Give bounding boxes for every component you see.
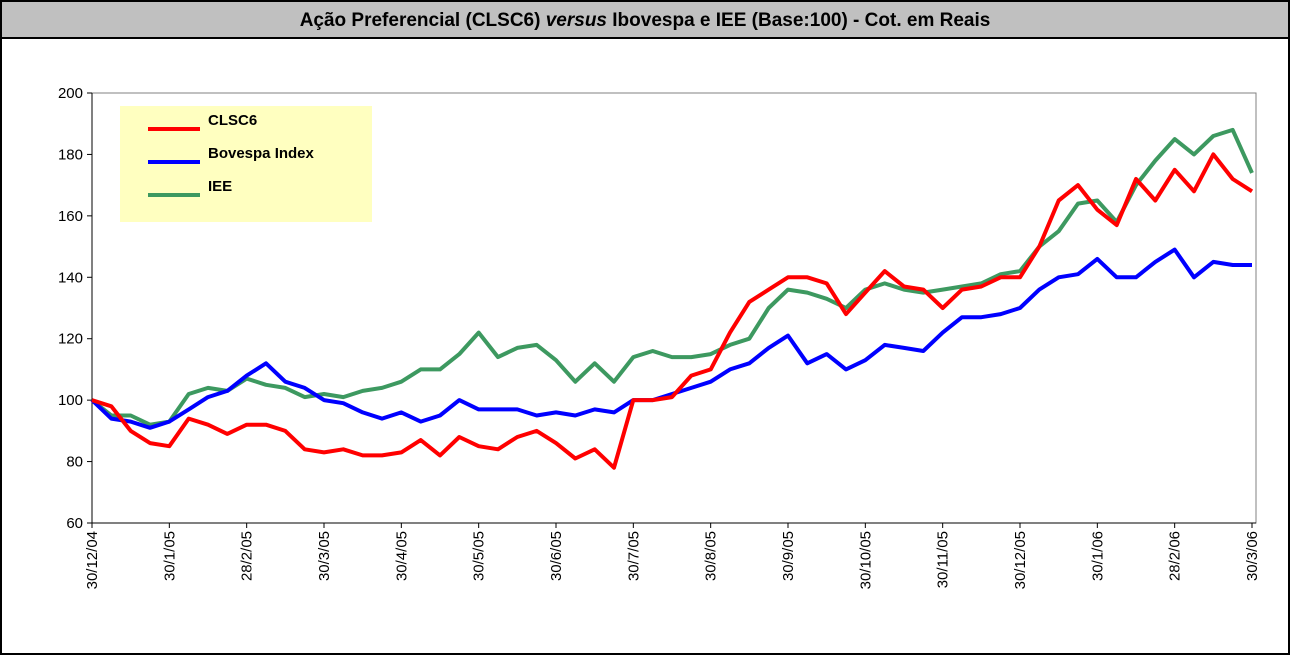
title-part: versus: [546, 10, 607, 31]
title-part: Ação Preferencial (CLSC6): [300, 10, 546, 31]
x-tick-label: 30/9/05: [780, 531, 797, 581]
x-tick-label: 30/3/05: [316, 531, 333, 581]
x-tick-label: 28/2/06: [1167, 531, 1184, 581]
x-tick-label: 30/1/05: [161, 531, 178, 581]
y-tick-label: 60: [66, 515, 83, 532]
x-tick-label: 30/6/05: [548, 531, 565, 581]
y-tick-label: 180: [58, 146, 83, 163]
x-tick-label: 30/3/06: [1244, 531, 1261, 581]
legend-label: Bovespa Index: [208, 145, 315, 162]
title-part: Ibovespa e IEE (Base:100) - Cot. em Reai…: [607, 10, 990, 31]
x-tick-label: 30/7/05: [625, 531, 642, 581]
y-tick-label: 160: [58, 208, 83, 225]
y-tick-label: 200: [58, 85, 83, 102]
x-tick-label: 30/4/05: [393, 531, 410, 581]
legend-label: IEE: [208, 178, 232, 195]
y-tick-label: 100: [58, 392, 83, 409]
y-tick-label: 140: [58, 269, 83, 286]
series-line: [91, 152, 1254, 470]
x-tick-label: 30/10/05: [857, 531, 874, 589]
x-tick-label: 30/12/05: [1012, 531, 1029, 589]
legend: CLSC6 Bovespa Index IEE: [120, 106, 372, 222]
series-line: [90, 127, 1254, 427]
x-tick-label: 28/2/05: [239, 531, 256, 581]
x-tick-label: 30/1/06: [1089, 531, 1106, 581]
x-tick-label: 30/8/05: [703, 531, 720, 581]
y-tick-label: 80: [66, 454, 83, 471]
x-tick-label: 30/5/05: [471, 531, 488, 581]
x-tick-label: 30/11/05: [935, 531, 952, 588]
series-line: [90, 247, 1252, 430]
title-bar: [0, 0, 1290, 39]
legend-label: CLSC6: [208, 112, 257, 129]
y-tick-label: 120: [58, 331, 83, 348]
chart-title: Ação Preferencial (CLSC6) versus Ibovesp…: [300, 10, 991, 31]
x-tick-label: 30/12/04: [84, 531, 101, 589]
